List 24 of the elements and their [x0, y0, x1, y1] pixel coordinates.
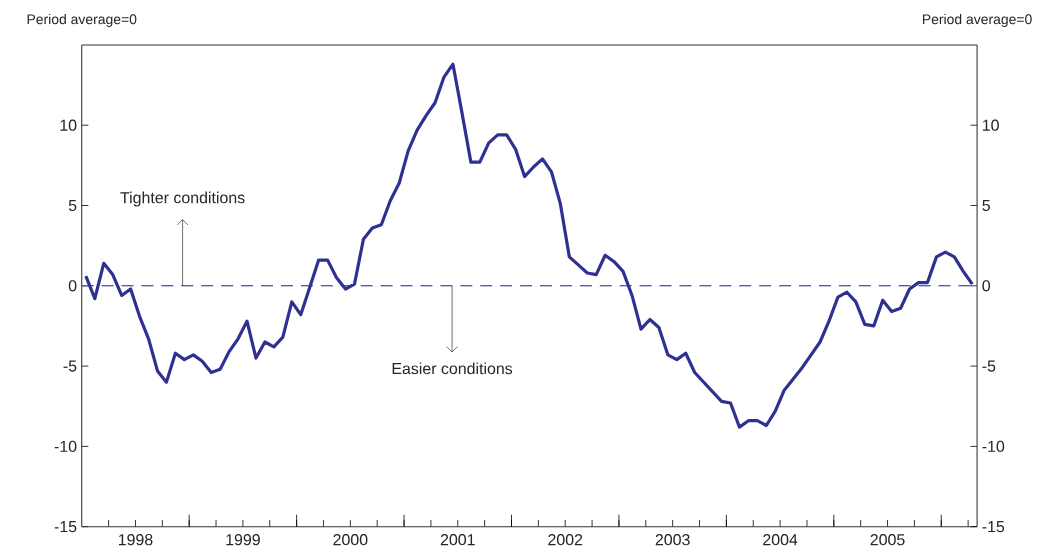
- y-tick-label: 0: [68, 280, 77, 292]
- x-tick-label: 2000: [333, 534, 368, 546]
- annotation: Tighter conditions: [120, 191, 245, 207]
- y-tick-label: -5: [63, 360, 77, 372]
- y2-tick-label: 10: [982, 119, 999, 131]
- x-tick-label: 1999: [226, 534, 260, 546]
- y-tick-label: 10: [60, 119, 77, 131]
- x-tick-label: 2005: [870, 534, 905, 546]
- y2-tick-label: -15: [982, 521, 1005, 533]
- x-tick-label: 2002: [548, 534, 583, 546]
- y2-tick-label: 0: [982, 280, 991, 292]
- y-tick-label: -15: [54, 521, 77, 533]
- y2-tick-label: 5: [982, 199, 990, 212]
- y-tick-label: -10: [54, 440, 77, 453]
- y2-tick-label: -10: [982, 440, 1005, 453]
- y-axis-title: Period average=0: [27, 13, 137, 27]
- y-tick-label: 5: [68, 199, 77, 212]
- x-tick-label: 2003: [655, 534, 690, 546]
- annotation: Easier conditions: [392, 362, 513, 375]
- x-tick-label: 2004: [763, 534, 798, 546]
- y2-axis-title: Period average=0: [922, 13, 1032, 27]
- x-tick-label: 1998: [118, 534, 153, 546]
- y2-tick-label: -5: [982, 360, 996, 372]
- x-tick-label: 2001: [440, 534, 475, 546]
